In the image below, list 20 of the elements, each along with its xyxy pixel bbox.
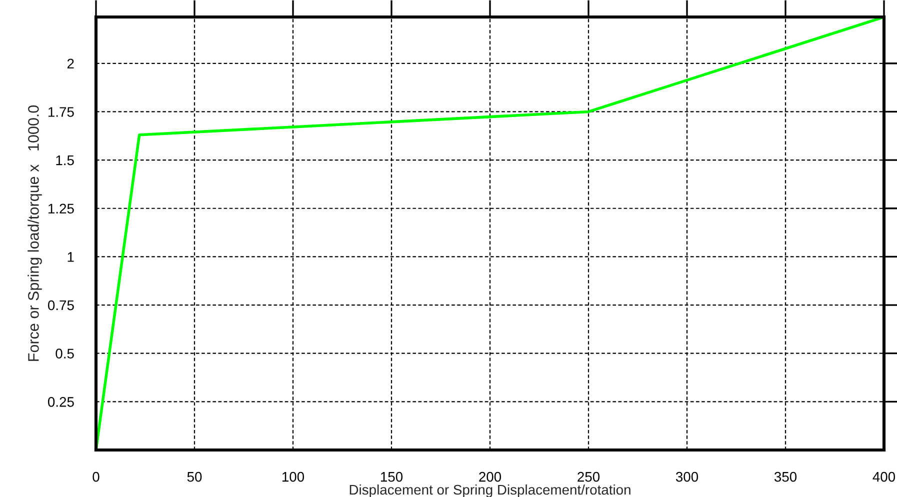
x-tick-label: 50 (187, 472, 202, 482)
x-tick-label: 0 (92, 472, 100, 482)
x-tick-label: 300 (676, 472, 698, 482)
y-tick-label: 1.25 (48, 204, 74, 214)
x-tick-label: 400 (872, 472, 896, 482)
x-tick-label: 150 (380, 472, 403, 482)
y-tick-label: 0.25 (48, 397, 74, 407)
x-axis-title: Displacement or Spring Displacement/rotation (350, 484, 630, 497)
y-axis-title: Force or Spring load/torque x 1000.0 (28, 105, 42, 361)
x-tick-label: 350 (774, 472, 797, 482)
line-series (96, 17, 884, 450)
y-tick-label: 2 (67, 58, 74, 68)
y-tick-label: 1.75 (48, 107, 74, 117)
y-tick-label: 1.5 (56, 156, 74, 166)
y-tick-label: 0.75 (48, 300, 74, 310)
x-tick-label: 100 (282, 472, 304, 482)
y-tick-label: 0.5 (56, 348, 74, 359)
y-tick-label: 1 (68, 252, 74, 262)
x-tick-label: 250 (578, 472, 600, 482)
x-tick-label: 200 (479, 472, 502, 482)
